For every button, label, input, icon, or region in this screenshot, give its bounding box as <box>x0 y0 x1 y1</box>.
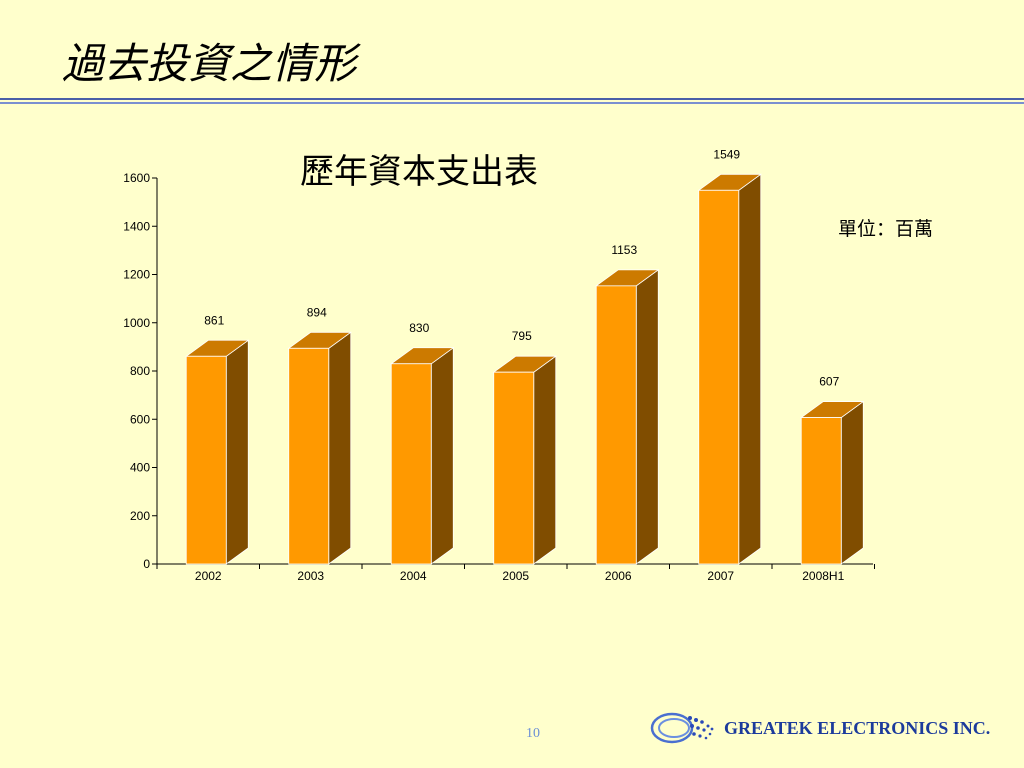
company-logo-icon <box>650 712 714 744</box>
bar-side <box>635 269 659 565</box>
x-tick-label: 2003 <box>297 569 324 583</box>
bar-side <box>430 346 454 565</box>
bar <box>390 346 455 565</box>
y-tick-label: 1000 <box>123 316 150 330</box>
company-name: GREATEK ELECTRONICS INC. <box>724 718 991 738</box>
bar-front <box>288 347 330 565</box>
value-label: 830 <box>409 321 429 335</box>
slide-title: 過去投資之情形 <box>62 39 357 88</box>
bar-front <box>595 285 637 565</box>
bars <box>185 173 865 565</box>
unit-label: 單位：百萬 <box>838 218 934 240</box>
x-tick-label: 2008H1 <box>802 569 844 583</box>
value-label: 1549 <box>713 147 740 161</box>
bar-front <box>800 417 842 565</box>
bar <box>492 355 557 565</box>
y-tick-label: 1200 <box>123 268 150 282</box>
value-labels: 861 894 830 795 1153 1549 607 <box>204 147 839 388</box>
value-label: 607 <box>819 375 839 389</box>
value-label: 861 <box>204 313 224 327</box>
bar <box>697 173 762 565</box>
y-tick-label: 200 <box>130 509 150 523</box>
bar-side <box>738 173 762 565</box>
value-label: 1153 <box>611 243 637 257</box>
bar-side <box>328 331 352 565</box>
bar-side <box>533 355 557 565</box>
x-tick-label: 2002 <box>195 569 222 583</box>
x-axis: 2002 2003 2004 2005 2006 2007 2008H1 <box>156 563 875 583</box>
y-axis: 0 200 400 600 800 1000 1200 1400 1600 <box>123 171 158 571</box>
page-number: 10 <box>526 726 540 741</box>
value-label: 894 <box>307 305 327 319</box>
x-tick-label: 2004 <box>400 569 427 583</box>
company-branding: GREATEK ELECTRONICS INC. <box>648 706 1020 750</box>
value-label: 795 <box>512 329 532 343</box>
y-tick-label: 400 <box>130 461 150 475</box>
x-tick-label: 2006 <box>605 569 632 583</box>
y-tick-label: 800 <box>130 364 150 378</box>
bar <box>595 269 660 565</box>
bar-front <box>698 189 740 565</box>
bar <box>185 339 250 565</box>
bar-front <box>185 355 227 565</box>
y-tick-label: 1600 <box>123 171 150 185</box>
y-tick-label: 1400 <box>123 219 150 233</box>
chart-title: 歷年資本支出表 <box>300 152 538 192</box>
bar <box>287 331 352 565</box>
bar-side <box>225 339 249 565</box>
title-divider <box>0 98 1024 105</box>
x-tick-label: 2005 <box>502 569 529 583</box>
bar-front <box>493 371 535 565</box>
bar-side <box>840 400 864 565</box>
bar-front <box>390 363 432 565</box>
y-tick-label: 600 <box>130 412 150 426</box>
x-tick-label: 2007 <box>707 569 734 583</box>
y-tick-label: 0 <box>143 557 150 571</box>
bar <box>800 400 865 565</box>
